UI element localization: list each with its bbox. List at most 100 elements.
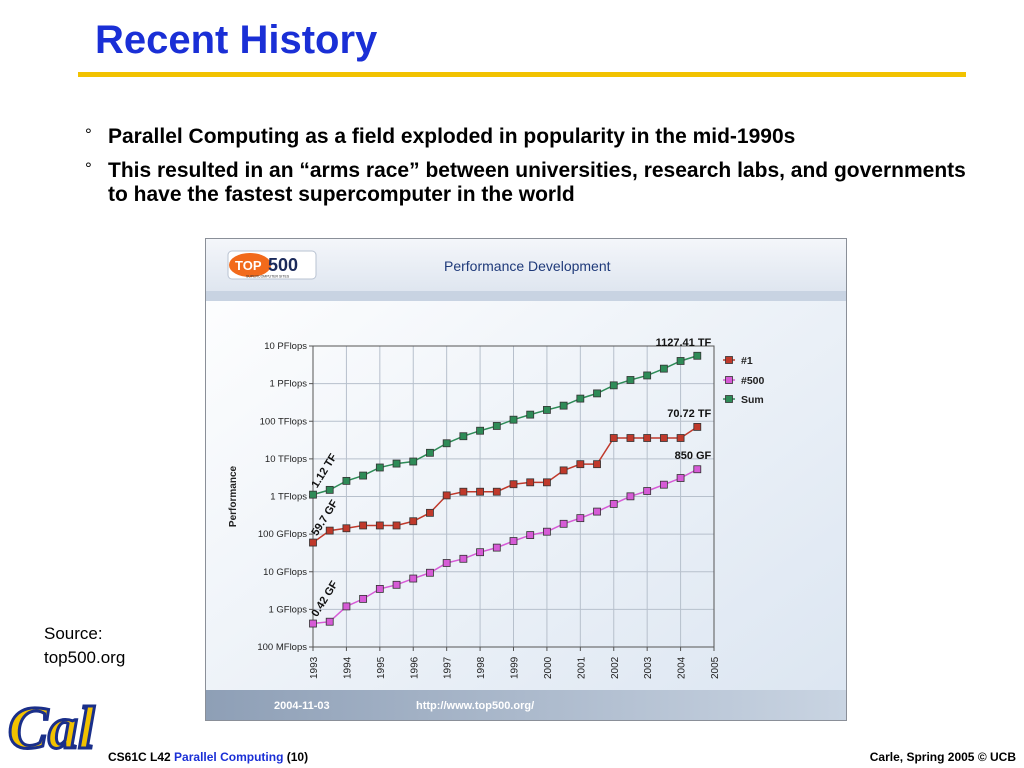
data-point [609,500,618,508]
data-point [526,478,535,487]
data-label: 1127.41 TF [656,337,712,349]
bullet-item: ° Parallel Computing as a field exploded… [85,125,985,149]
data-point [459,554,468,563]
bullet-item: ° This resulted in an “arms race” betwee… [85,159,985,207]
data-point [426,448,434,457]
data-point [626,492,635,501]
x-tick-label: 1997 [443,656,454,679]
data-point [693,351,702,360]
source-label: Source: [44,624,103,643]
x-tick-label: 2003 [643,656,654,679]
y-tick-label: 100 GFlops [258,529,307,540]
cal-logo: Cal [7,694,97,763]
data-point [375,521,384,530]
chart-header-title: Performance Development [444,258,611,274]
y-tick-label: 100 TFlops [260,416,308,427]
source-note: Source: top500.org [44,622,125,670]
y-tick-label: 100 MFlops [257,642,307,653]
data-point [576,460,585,469]
y-tick-label: 1 TFlops [270,492,307,503]
data-point [426,508,434,517]
data-point [359,594,368,603]
data-point [659,434,668,442]
footer-page: (10) [286,750,309,764]
data-point [459,432,468,441]
data-label: 70.72 TF [667,408,711,420]
data-point [693,465,702,474]
data-point [643,371,652,380]
y-tick-label: 10 PFlops [264,341,307,352]
data-point [492,543,501,552]
y-tick-label: 10 GFlops [263,567,307,578]
data-point [325,526,334,535]
title-rule [78,72,966,77]
x-tick-label: 2004 [677,656,688,679]
data-point [576,514,585,523]
data-point [659,480,668,489]
data-point [459,487,468,496]
data-point [325,617,334,626]
data-point [309,490,317,499]
data-point [392,521,401,530]
data-point [492,422,501,430]
data-point [626,376,635,384]
data-point [426,568,434,577]
y-tick-label: 10 TFlops [265,454,307,465]
data-point [359,521,368,530]
data-point [409,574,418,583]
svg-text:SUPERCOMPUTER SITES: SUPERCOMPUTER SITES [246,275,290,279]
x-tick-label: 1998 [476,656,487,679]
svg-text:Cal: Cal [8,695,95,761]
data-point [593,389,601,398]
data-point [509,537,518,545]
data-point [309,538,317,547]
legend-swatch [725,376,733,384]
x-tick-label: 1995 [376,656,387,679]
data-point [509,415,518,424]
data-point [559,401,568,410]
data-point [609,434,618,442]
bullet-text: This resulted in an “arms race” between … [108,159,966,206]
data-point [676,357,685,365]
data-point [392,459,401,468]
chart-footer-url: http://www.top500.org/ [416,700,534,712]
chart-frame: TOP 500 SUPERCOMPUTER SITES Performance … [205,238,847,721]
x-tick-label: 1993 [309,656,320,679]
chart-footer-date: 2004-11-03 [274,700,330,712]
data-point [375,585,384,593]
data-point [676,434,685,442]
x-tick-label: 1996 [409,656,420,679]
data-point [593,507,601,516]
footer-topic: Parallel Computing [174,750,284,764]
top500-logo: TOP 500 SUPERCOMPUTER SITES [227,250,317,280]
performance-chart: TOP 500 SUPERCOMPUTER SITES Performance … [206,239,846,720]
data-point [325,485,334,494]
x-tick-label: 2002 [610,656,621,679]
footer-course-code: CS61C L42 [108,750,171,764]
footer-course: CS61C L42 Parallel Computing (10) [108,750,308,764]
legend-swatch [725,356,733,364]
x-tick-label: 1999 [510,656,521,679]
data-point [442,439,451,448]
data-label: 850 GF [675,450,712,462]
data-point [442,559,451,567]
data-point [526,410,535,419]
source-site: top500.org [44,648,126,667]
data-point [309,619,317,628]
data-point [643,434,652,442]
x-tick-label: 2000 [543,656,554,679]
data-point [342,476,351,485]
data-point [593,460,601,469]
legend-label: Sum [741,394,764,406]
y-tick-label: 1 GFlops [268,604,307,615]
bullet-text: Parallel Computing as a field exploded i… [108,125,796,148]
data-point [576,394,585,403]
data-point [559,519,568,528]
data-point [543,527,551,536]
data-point [526,531,535,539]
x-tick-label: 1994 [342,656,353,679]
data-point [626,434,635,442]
data-point [643,487,652,495]
data-point [476,487,484,496]
slide-title: Recent History [95,18,378,62]
